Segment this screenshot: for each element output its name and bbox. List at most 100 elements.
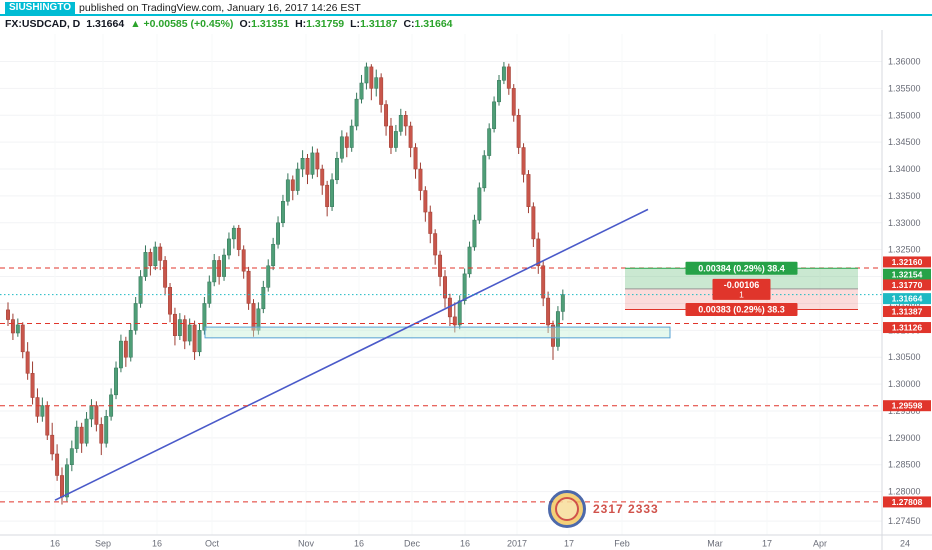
price-tag[interactable] <box>883 306 931 318</box>
candles-layer <box>6 62 565 505</box>
y-tick-label: 1.33000 <box>888 218 921 228</box>
candle-body <box>266 265 271 288</box>
candle-body <box>153 246 158 267</box>
candle-body <box>55 453 60 476</box>
position-qty-label: 1 <box>739 289 744 299</box>
y-tick-label: 1.30000 <box>888 379 921 389</box>
candle-body <box>6 309 10 320</box>
price-tag-label: 1.31664 <box>892 294 923 304</box>
candle-body <box>84 418 89 444</box>
candle-body <box>393 131 398 148</box>
symbol-label[interactable]: FX:USDCAD, D <box>5 18 81 30</box>
candle-body <box>541 265 546 299</box>
x-tick-label: Sep <box>95 539 111 549</box>
price-tag[interactable] <box>883 256 931 268</box>
price-tag-label: 1.31126 <box>892 323 923 333</box>
position-stop-pill[interactable] <box>685 303 798 317</box>
publisher-logo-icon <box>548 490 586 528</box>
price-tag[interactable] <box>883 268 931 280</box>
candle-body <box>30 373 35 398</box>
x-tick-label: Feb <box>614 539 630 549</box>
position-pnl-label: -0.00106 <box>724 280 760 290</box>
x-tick-label: Nov <box>298 539 315 549</box>
candle-body <box>231 227 236 240</box>
candle-body <box>281 201 285 224</box>
y-tick-label: 1.32500 <box>888 245 921 255</box>
candle-body <box>349 125 354 148</box>
candle-body <box>163 260 168 288</box>
candle-body <box>148 252 153 267</box>
candle-body <box>452 316 457 326</box>
publisher-logo-inner-ring <box>555 497 579 521</box>
candle-body <box>443 276 447 299</box>
y-tick-label: 1.29000 <box>888 433 921 443</box>
candle-body <box>60 475 64 498</box>
position-profit-pill-label: 0.00384 (0.29%) 38.4 <box>698 263 785 273</box>
candle-body <box>472 219 477 248</box>
price-change: ▲ +0.00585 (+0.45%) <box>130 18 234 30</box>
candle-body <box>310 152 315 175</box>
candle-body <box>69 448 74 465</box>
candle-body <box>531 206 536 240</box>
candle-body <box>325 184 330 207</box>
candle-body <box>354 98 359 127</box>
candle-body <box>457 300 462 326</box>
username-badge[interactable]: SIUSHINGTO <box>5 2 76 14</box>
y-tick-label: 1.28500 <box>888 460 921 470</box>
candle-body <box>335 158 339 181</box>
y-tick-label: 1.34500 <box>888 137 921 147</box>
candle-body <box>227 238 231 256</box>
candle-body <box>290 179 295 191</box>
candle-body <box>497 80 501 103</box>
position-profit-pill[interactable] <box>685 261 798 275</box>
time-axis[interactable] <box>0 535 932 550</box>
candle-body <box>158 246 163 261</box>
candle-body <box>521 147 526 175</box>
price-tag-label: 1.29598 <box>892 401 923 411</box>
y-tick-label: 1.28000 <box>888 487 921 497</box>
candle-body <box>168 287 172 315</box>
price-tag[interactable] <box>883 279 931 291</box>
candle-body <box>398 115 403 132</box>
x-tick-label: 16 <box>50 539 60 549</box>
support-zone[interactable] <box>204 326 671 339</box>
x-tick-label: 24 <box>900 539 910 549</box>
price-tag[interactable] <box>883 322 931 334</box>
price-tag-label: 1.27808 <box>892 497 923 507</box>
candle-body <box>428 211 433 234</box>
candle-body <box>403 115 408 127</box>
position-profit-zone[interactable] <box>625 268 858 289</box>
price-tag[interactable] <box>883 496 931 508</box>
candle-body <box>172 313 177 336</box>
y-tick-label: 1.27450 <box>888 516 921 526</box>
candle-body <box>423 190 428 213</box>
candle-body <box>261 287 266 310</box>
position-pnl-pill[interactable] <box>712 278 771 300</box>
candle-body <box>501 66 506 81</box>
candle-body <box>79 426 84 444</box>
price-tag[interactable] <box>883 293 931 305</box>
candle-body <box>207 281 212 304</box>
candle-body <box>374 77 379 89</box>
candle-body <box>202 303 207 331</box>
candle-body <box>339 136 344 159</box>
trendline[interactable] <box>54 208 649 501</box>
high-value: H: 1.31759 <box>295 18 345 30</box>
candle-body <box>64 464 69 498</box>
candle-body <box>94 405 99 425</box>
price-tag[interactable] <box>883 400 931 412</box>
candle-body <box>256 308 261 331</box>
candle-body <box>25 351 30 374</box>
price-tag-label: 1.31770 <box>892 280 923 290</box>
candle-body <box>128 330 133 358</box>
candle-body <box>182 319 187 342</box>
candle-body <box>477 187 482 221</box>
candle-body <box>487 128 492 156</box>
candle-body <box>560 294 565 312</box>
header-divider <box>0 14 932 16</box>
x-tick-label: 2017 <box>507 539 527 549</box>
candle-body <box>251 303 256 331</box>
candle-body <box>276 222 281 245</box>
price-tag-label: 1.31387 <box>892 307 923 317</box>
